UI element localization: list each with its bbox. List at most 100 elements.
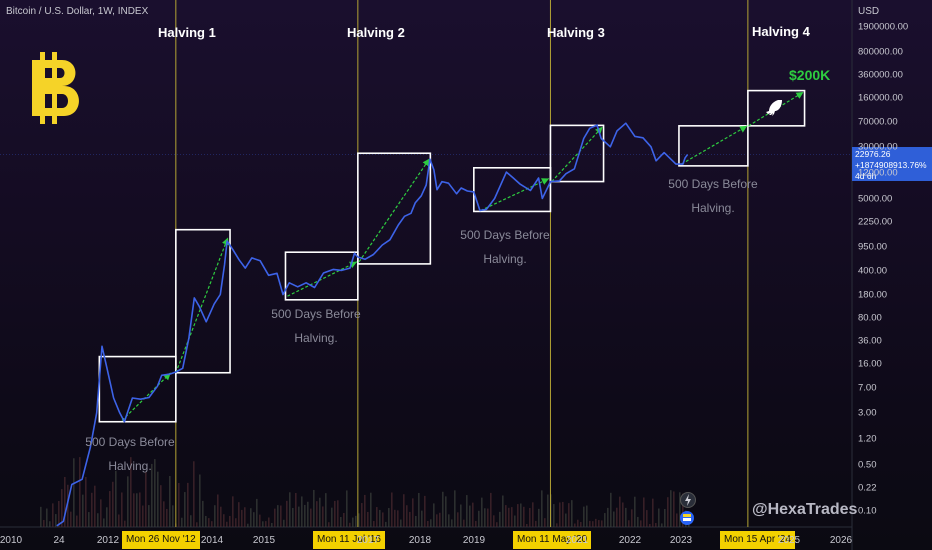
volume-bar <box>430 519 432 527</box>
rocket-icon <box>766 100 782 116</box>
volume-bar <box>514 515 516 527</box>
volume-bar <box>637 516 639 527</box>
volume-bar <box>64 476 66 527</box>
volume-bar <box>142 505 144 527</box>
volume-bar <box>292 507 294 527</box>
flag-icon[interactable] <box>680 511 694 525</box>
volume-bar <box>163 501 165 527</box>
projection-arrow-7 <box>681 125 748 165</box>
volume-bar <box>658 508 660 527</box>
volume-bar <box>445 496 447 527</box>
current-price-badge[interactable]: 22976.26 +1874908913.76% 4d 6h <box>852 147 932 181</box>
volume-bar <box>181 517 183 527</box>
halving-4-date: Mon 15 Apr '24 <box>720 531 795 549</box>
volume-bar <box>484 508 486 527</box>
volume-bar <box>91 492 93 527</box>
volume-bar <box>148 505 150 527</box>
volume-bar <box>295 492 297 527</box>
volume-bar <box>82 494 84 527</box>
volume-bar <box>613 511 615 527</box>
volume-bar <box>481 497 483 527</box>
volume-bar <box>343 512 345 527</box>
volume-bar <box>391 492 393 527</box>
cycle-box-1 <box>98 355 177 423</box>
note-cycle2-line1: 500 Days Before <box>271 307 361 321</box>
volume-bar <box>265 521 267 527</box>
volume-bar <box>679 492 681 527</box>
volume-bar <box>253 512 255 527</box>
note-cycle1: 500 Days Before Halving. <box>70 435 190 473</box>
volume-bar <box>379 509 381 527</box>
volume-bar <box>589 520 591 527</box>
volume-bar <box>568 503 570 527</box>
volume-bar <box>259 514 261 527</box>
volume-bar <box>70 511 72 527</box>
note-cycle3-line1: 500 Days Before <box>460 228 550 242</box>
volume-bar <box>220 506 222 527</box>
volume-bar <box>61 489 63 527</box>
volume-bar <box>208 518 210 527</box>
volume-bar <box>172 505 174 527</box>
x-tick-label: 24 <box>53 535 65 546</box>
volume-bar <box>460 504 462 527</box>
volume-bar <box>268 517 270 527</box>
note-cycle4-line2: Halving. <box>691 201 735 215</box>
volume-bar <box>229 515 231 527</box>
volume-bar <box>388 508 390 527</box>
volume-bar <box>556 523 558 527</box>
volume-bar <box>310 508 312 527</box>
volume-bar <box>109 491 111 527</box>
volume-bar <box>649 523 651 527</box>
volume-bar <box>529 507 531 527</box>
volume-bar <box>133 493 135 527</box>
note-cycle3-line2: Halving. <box>483 252 527 266</box>
x-tick-label: 2025 <box>777 535 801 546</box>
volume-bar <box>301 496 303 527</box>
y-tick-label: 1900000.00 <box>858 21 909 33</box>
cycle-box-8 <box>747 89 806 127</box>
note-cycle2: 500 Days Before Halving. <box>256 307 376 345</box>
volume-bar <box>601 520 603 527</box>
volume-bar <box>166 508 168 527</box>
volume-bar <box>436 514 438 527</box>
halving-4-label: Halving 4 <box>752 24 810 39</box>
volume-bar <box>580 522 582 527</box>
halving-3-label: Halving 3 <box>547 25 605 40</box>
volume-bar <box>346 490 348 527</box>
volume-bar <box>112 481 114 527</box>
volume-bar <box>157 471 159 527</box>
y-tick-label: 800000.00 <box>858 46 903 58</box>
current-price: 22976.26 <box>855 149 891 159</box>
volume-bar <box>397 510 399 527</box>
volume-bar <box>523 506 525 527</box>
volume-bar <box>349 522 351 527</box>
projection-arrow-3 <box>287 261 358 297</box>
volume-bar <box>475 520 477 527</box>
volume-bar <box>517 504 519 527</box>
volume-bar <box>652 498 654 527</box>
volume-bar <box>250 508 252 527</box>
volume-bar <box>673 491 675 527</box>
volume-bar <box>502 495 504 527</box>
volume-bar <box>217 494 219 527</box>
note-cycle1-line1: 500 Days Before <box>85 435 175 449</box>
volume-bar <box>214 505 216 527</box>
volume-bar <box>409 511 411 527</box>
volume-bar <box>625 507 627 527</box>
volume-bar <box>364 494 366 527</box>
x-tick-label: 2022 <box>618 535 642 546</box>
volume-bar <box>136 493 138 527</box>
y-tick-label: 16.00 <box>858 358 882 370</box>
volume-bar <box>286 500 288 527</box>
volume-bar <box>76 515 78 527</box>
note-cycle4-line1: 500 Days Before <box>668 177 758 191</box>
volume-bar <box>238 502 240 527</box>
volume-bar <box>640 520 642 527</box>
lightning-icon[interactable] <box>680 492 696 508</box>
volume-bar <box>106 507 108 527</box>
cycle-box-6 <box>549 124 605 183</box>
cycle-box-3 <box>284 251 359 301</box>
volume-bar <box>211 521 213 527</box>
volume-bar <box>682 493 684 527</box>
